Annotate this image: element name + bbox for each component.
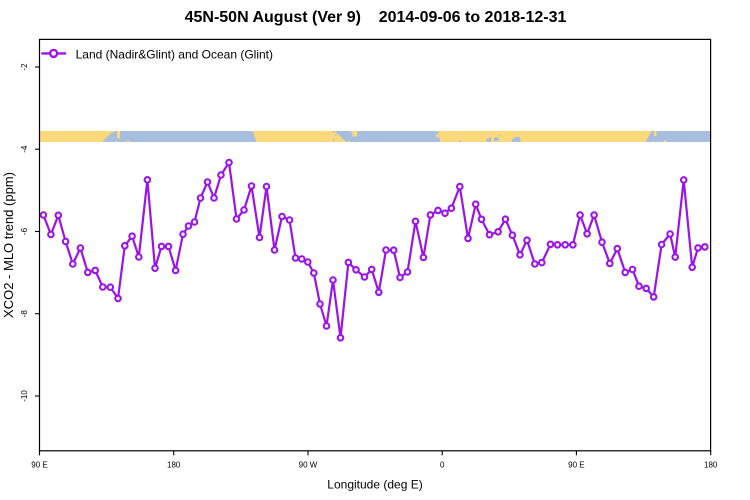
- svg-text:45N-50N August (Ver 9) 2014: 45N-50N August (Ver 9) 2014-09-06 to 201…: [185, 9, 567, 26]
- svg-text:90 E: 90 E: [568, 461, 584, 470]
- svg-text:Land (Nadir&Glint) and Ocean (: Land (Nadir&Glint) and Ocean (Glint): [76, 47, 273, 61]
- svg-text:-4: -4: [20, 145, 29, 153]
- svg-text:-10: -10: [20, 390, 29, 402]
- svg-text:Longitude (deg E): Longitude (deg E): [327, 478, 422, 492]
- svg-text:0: 0: [440, 461, 445, 470]
- svg-text:90 E: 90 E: [31, 461, 47, 470]
- svg-text:180: 180: [167, 461, 181, 470]
- svg-text:90 W: 90 W: [299, 461, 318, 470]
- svg-text:180: 180: [704, 461, 718, 470]
- svg-text:-2: -2: [20, 63, 29, 71]
- svg-text:XCO2 - MLO trend (ppm): XCO2 - MLO trend (ppm): [1, 172, 16, 318]
- svg-text:-6: -6: [20, 227, 29, 235]
- svg-text:-8: -8: [20, 310, 29, 318]
